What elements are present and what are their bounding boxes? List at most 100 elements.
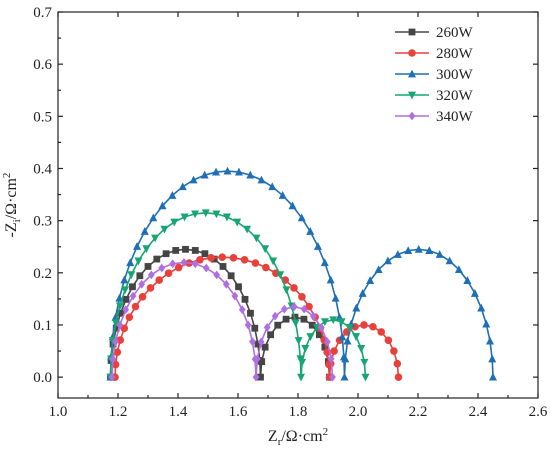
data-point — [162, 250, 170, 258]
data-point — [298, 293, 306, 301]
data-point — [200, 170, 209, 179]
data-point — [121, 286, 130, 295]
data-point — [326, 359, 335, 368]
legend-item-300W: 300W — [395, 67, 474, 83]
axes: 1.0 1.2 1.4 1.6 1.8 2.0 2.2 2.4 2.6 0.0 0.1 0.2 0.3 0… — [1, 5, 548, 448]
data-point — [252, 372, 260, 382]
data-point — [278, 191, 287, 199]
data-point — [340, 372, 349, 381]
x-tick-label: 1.4 — [169, 404, 188, 420]
data-point — [331, 293, 340, 302]
data-point — [122, 295, 130, 303]
data-point — [257, 337, 265, 347]
data-point — [269, 257, 278, 266]
data-point — [235, 283, 242, 291]
data-point — [271, 311, 279, 321]
data-point — [308, 321, 316, 329]
data-point — [164, 269, 173, 278]
data-point — [361, 373, 370, 382]
data-point — [294, 337, 303, 345]
data-point — [288, 201, 297, 210]
data-point — [262, 263, 270, 272]
data-point — [369, 322, 377, 331]
legend-item-320W: 320W — [395, 88, 474, 104]
data-point — [261, 343, 269, 351]
data-point — [329, 372, 336, 382]
data-point — [180, 257, 188, 267]
data-point — [126, 258, 135, 267]
series-320W — [106, 209, 370, 382]
data-point — [257, 175, 266, 184]
data-point — [290, 302, 298, 312]
data-point — [196, 255, 204, 264]
data-point — [393, 359, 402, 368]
data-point — [168, 191, 177, 199]
data-point — [357, 345, 366, 353]
data-point — [306, 333, 315, 341]
data-point — [435, 250, 444, 258]
data-point — [454, 265, 463, 274]
y-tick-label: 0.2 — [33, 266, 52, 282]
data-point — [352, 333, 361, 341]
legend-item-260W: 260W — [395, 25, 474, 41]
y-tick-label: 0.3 — [33, 214, 52, 230]
legend-marker — [408, 91, 416, 100]
data-point — [172, 247, 180, 254]
data-point — [345, 324, 354, 332]
data-point — [323, 337, 331, 347]
data-point — [485, 336, 494, 345]
data-point — [253, 354, 261, 364]
data-point — [147, 270, 155, 280]
data-point — [207, 254, 215, 262]
data-point — [222, 213, 231, 222]
data-point — [489, 372, 497, 381]
legend: 260W 280W 300W 320W 340W — [395, 25, 474, 125]
data-point — [445, 256, 454, 265]
data-point — [320, 258, 329, 267]
data-point — [282, 286, 291, 295]
data-point — [151, 234, 160, 243]
data-point — [251, 324, 259, 332]
data-point — [341, 354, 350, 363]
data-point — [212, 167, 221, 176]
data-point — [243, 225, 252, 234]
data-point — [201, 209, 210, 218]
x-axis-title: Zr/Ω·cm2 — [268, 426, 328, 448]
data-point — [155, 276, 164, 284]
data-point — [327, 354, 335, 364]
series-300W — [106, 166, 497, 381]
data-point — [384, 336, 393, 345]
y-tick-label: 0.6 — [33, 57, 52, 73]
legend-marker — [408, 49, 416, 57]
data-point — [315, 331, 323, 339]
data-point — [241, 295, 249, 303]
data-point — [201, 250, 209, 258]
x-tick-label: 1.8 — [289, 404, 308, 420]
data-point — [116, 320, 124, 330]
data-point — [377, 328, 386, 336]
data-point — [393, 250, 402, 258]
data-point — [274, 321, 282, 329]
y-tick-label: 0.4 — [33, 161, 52, 177]
data-point — [463, 276, 472, 284]
data-point — [191, 210, 200, 219]
data-point — [258, 358, 266, 366]
data-point — [229, 254, 238, 262]
data-point — [174, 263, 183, 272]
data-point — [111, 319, 120, 328]
data-point — [153, 255, 161, 263]
data-point — [309, 311, 317, 321]
data-point — [297, 373, 305, 382]
data-point — [125, 313, 134, 321]
data-point — [219, 263, 227, 270]
data-point — [291, 319, 300, 328]
data-point — [317, 322, 325, 332]
data-point — [131, 302, 140, 311]
data-point — [133, 242, 142, 250]
data-point — [223, 166, 232, 175]
data-point — [109, 354, 117, 364]
y-axis-title: -Zi/Ω·cm2 — [1, 173, 23, 238]
data-point — [246, 170, 255, 179]
data-point — [305, 302, 313, 311]
data-point — [144, 263, 152, 270]
